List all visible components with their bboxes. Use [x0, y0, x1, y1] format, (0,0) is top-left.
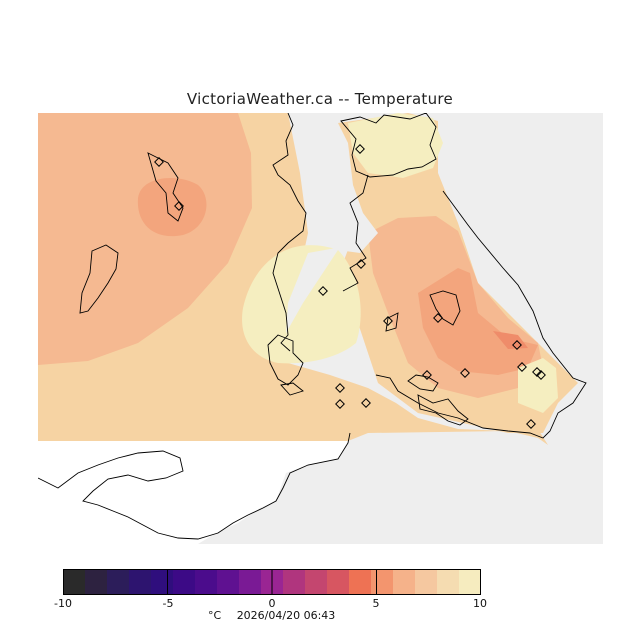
station-marker[interactable] — [433, 313, 443, 323]
station-marker[interactable] — [318, 286, 328, 296]
colorbar-swatch — [239, 569, 262, 595]
station-marker[interactable] — [355, 144, 365, 154]
station-marker[interactable] — [383, 316, 393, 326]
colorbar-swatch — [217, 569, 240, 595]
colorbar-swatch — [459, 569, 481, 595]
colorbar-swatch — [173, 569, 196, 595]
station-marker[interactable] — [536, 370, 546, 380]
colorbar-swatch — [63, 569, 86, 595]
colorbar-swatch — [85, 569, 108, 595]
colorbar-swatch — [305, 569, 328, 595]
contour-band-8-9-southeast — [518, 358, 558, 413]
station-marker[interactable] — [512, 340, 522, 350]
contour-band-6-7-west — [38, 113, 252, 365]
colorbar-tick: -10 — [54, 597, 72, 610]
colorbar-swatch — [437, 569, 460, 595]
station-marker[interactable] — [335, 383, 345, 393]
colorbar-swatch — [327, 569, 350, 595]
station-marker[interactable] — [335, 399, 345, 409]
timestamp: 2026/04/20 06:43 — [236, 609, 336, 622]
station-marker[interactable] — [174, 201, 184, 211]
colorbar-swatch — [283, 569, 306, 595]
temperature-colorbar — [63, 569, 481, 595]
colorbar-tick: -5 — [162, 597, 174, 610]
colorbar-swatch — [349, 569, 372, 595]
temperature-map[interactable] — [38, 113, 603, 544]
station-marker[interactable] — [526, 419, 536, 429]
colorbar-swatch — [393, 569, 416, 595]
colorbar-caption: °C 2026/04/20 06:43 — [208, 609, 347, 622]
colorbar-swatch — [415, 569, 438, 595]
station-marker[interactable] — [361, 398, 371, 408]
land-south — [38, 441, 348, 544]
station-marker[interactable] — [154, 157, 164, 167]
colorbar-swatch — [151, 569, 174, 595]
station-markers — [154, 144, 546, 429]
station-marker[interactable] — [460, 368, 470, 378]
station-marker[interactable] — [422, 370, 432, 380]
contour-band-4-5 — [493, 331, 528, 349]
colorbar-swatch — [107, 569, 130, 595]
station-marker[interactable] — [517, 362, 527, 372]
contour-band-5-6-west — [137, 178, 207, 237]
colorbar-tick: 10 — [473, 597, 487, 610]
station-marker[interactable] — [532, 367, 542, 377]
colorbar-tick: 0 — [268, 597, 276, 610]
colorbar-swatch — [371, 569, 394, 595]
unit-label: °C — [208, 609, 222, 622]
contour-band-8-9-north — [348, 113, 443, 178]
station-marker[interactable] — [356, 259, 366, 269]
colorbar-tick: 5 — [372, 597, 380, 610]
coastlines — [38, 113, 587, 540]
water-strait — [286, 113, 378, 333]
colorbar-swatch — [195, 569, 218, 595]
map-title: VictoriaWeather.ca -- Temperature — [186, 90, 454, 108]
colorbar-swatch — [129, 569, 152, 595]
